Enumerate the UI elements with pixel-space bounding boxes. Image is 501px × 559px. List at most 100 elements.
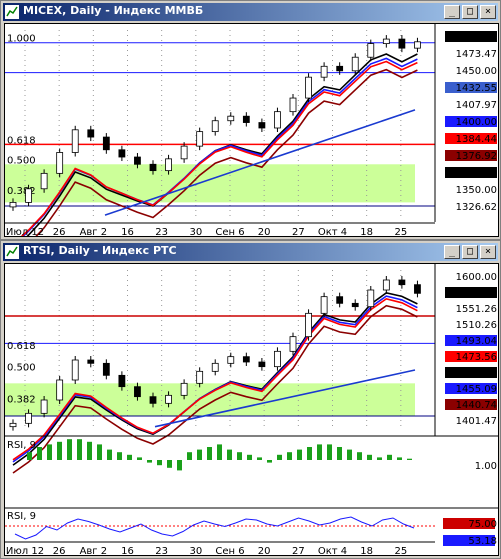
candle <box>71 359 79 381</box>
candle <box>71 129 79 153</box>
candle <box>40 172 48 190</box>
rsi-histogram-bar <box>317 444 322 460</box>
price-label: 1407.97 <box>456 100 497 111</box>
minimize-button[interactable]: _ <box>444 245 460 259</box>
x-tick-label: 16 <box>121 546 134 556</box>
price-label: 1510.26 <box>456 320 497 331</box>
x-tick-label: 26 <box>53 546 66 556</box>
candle <box>87 359 95 364</box>
candle <box>289 97 297 113</box>
candle <box>336 65 344 72</box>
rsi-histogram-bar <box>37 447 42 460</box>
micex-chart-area[interactable]: 1.000 0.618 0.500 0.382 1507.01 1473.47 1450.0… <box>4 23 499 237</box>
rsi-histogram-bar <box>237 452 242 460</box>
x-tick-label: Авг 2 <box>80 546 108 556</box>
price-tag <box>445 65 497 76</box>
close-button[interactable]: × <box>480 245 496 259</box>
maximize-button[interactable]: □ <box>462 5 478 19</box>
rsi-top-label: RSI, 9 <box>7 440 36 451</box>
micex-chart[interactable]: 1.000 0.618 0.500 0.382 1507.01 1473.47 1450.0… <box>5 24 499 237</box>
x-tick-label: 26 <box>53 227 66 237</box>
rsi-histogram-bar <box>387 454 392 460</box>
candle <box>398 279 406 286</box>
moving-average-line <box>35 68 418 236</box>
price-label: 1459.25 <box>456 368 497 379</box>
rsi-histogram-bar <box>407 458 412 460</box>
candle <box>9 201 17 208</box>
candle <box>320 65 328 78</box>
x-tick-label: Сен 6 <box>215 227 244 237</box>
candle <box>25 412 32 424</box>
price-tag <box>445 367 497 378</box>
candle <box>258 122 266 129</box>
rsi-histogram-bar <box>347 449 352 460</box>
rsi-histogram-bar <box>177 460 182 471</box>
micex-titlebar[interactable]: MICEX, Daily - Индекс ММВБ _ □ × <box>3 3 498 21</box>
x-tick-label: Сен 6 <box>215 546 244 556</box>
x-tick-label: 23 <box>155 227 168 237</box>
price-label: 1600.00 <box>456 272 497 283</box>
x-tick-label: 20 <box>258 227 271 237</box>
x-tick-label: 16 <box>121 227 134 237</box>
rtsi-titlebar[interactable]: RTSI, Daily - Индекс РТС _ □ × <box>3 243 498 261</box>
candle <box>242 356 250 363</box>
candle <box>118 374 126 388</box>
rsi-histogram-bar <box>357 452 362 460</box>
close-button[interactable]: × <box>480 5 496 19</box>
x-tick-label: 20 <box>258 546 271 556</box>
rsi-top-value: 1.00 <box>475 461 497 472</box>
price-tag <box>445 48 497 59</box>
x-tick-label: Июл 12 <box>6 546 44 556</box>
micex-window-title: MICEX, Daily - Индекс ММВБ <box>23 4 204 17</box>
price-label: 1326.62 <box>456 202 497 213</box>
x-tick-label: 18 <box>360 227 373 237</box>
price-label: 1473.47 <box>456 49 497 60</box>
price-tag <box>445 31 497 42</box>
x-tick-label: Авг 2 <box>80 227 108 237</box>
candle <box>211 120 219 133</box>
rsi-bottom-label: RSI, 9 <box>7 511 36 522</box>
minimize-button[interactable]: _ <box>444 5 460 19</box>
candle <box>165 394 172 404</box>
fib-label: 0.382 <box>7 186 36 197</box>
candle <box>274 350 281 368</box>
candle <box>56 379 64 401</box>
price-label: 1473.56 <box>456 352 497 363</box>
rsi-histogram-bar <box>197 449 202 460</box>
rsi-histogram-bar <box>267 460 272 463</box>
rtsi-chart[interactable]: 0.618 0.500 0.382 1600.00 1585.29 1551.26 1510… <box>5 264 499 556</box>
price-label: 1376.92 <box>456 151 497 162</box>
candle <box>351 56 359 72</box>
rsi-histogram-bar <box>157 460 162 466</box>
price-label: 1551.26 <box>456 304 497 315</box>
candle <box>180 382 188 396</box>
x-tick-label: 23 <box>155 546 168 556</box>
price-tag <box>445 287 497 298</box>
maximize-button[interactable]: □ <box>462 245 478 259</box>
candle <box>180 145 188 160</box>
rtsi-chart-area[interactable]: 0.618 0.500 0.382 1600.00 1585.29 1551.26 1510… <box>4 263 499 556</box>
rsi-histogram-bar <box>307 447 312 460</box>
trend-line <box>104 109 416 216</box>
chart-icon <box>5 5 19 19</box>
fib-label: 0.618 <box>7 341 36 352</box>
rsi-histogram-bar <box>257 457 262 460</box>
price-label: 1455.09 <box>456 384 497 395</box>
price-tag <box>445 383 497 394</box>
moving-average-line <box>20 60 418 236</box>
rsi-bottom-value: 75.00 <box>468 519 497 530</box>
candle <box>165 158 172 172</box>
rsi-histogram-bar <box>87 441 92 460</box>
price-tag <box>445 133 497 144</box>
price-tag <box>445 415 497 426</box>
price-label: 1350.00 <box>456 185 497 196</box>
candle <box>9 422 17 428</box>
candle <box>211 362 219 372</box>
price-label: 1507.01 <box>456 32 497 43</box>
rsi-histogram-bar <box>67 439 72 460</box>
price-tag <box>445 271 497 282</box>
candle <box>102 362 110 376</box>
rsi-histogram-bar <box>127 454 132 460</box>
rsi-histogram-bar <box>397 457 402 460</box>
candle <box>196 370 204 384</box>
